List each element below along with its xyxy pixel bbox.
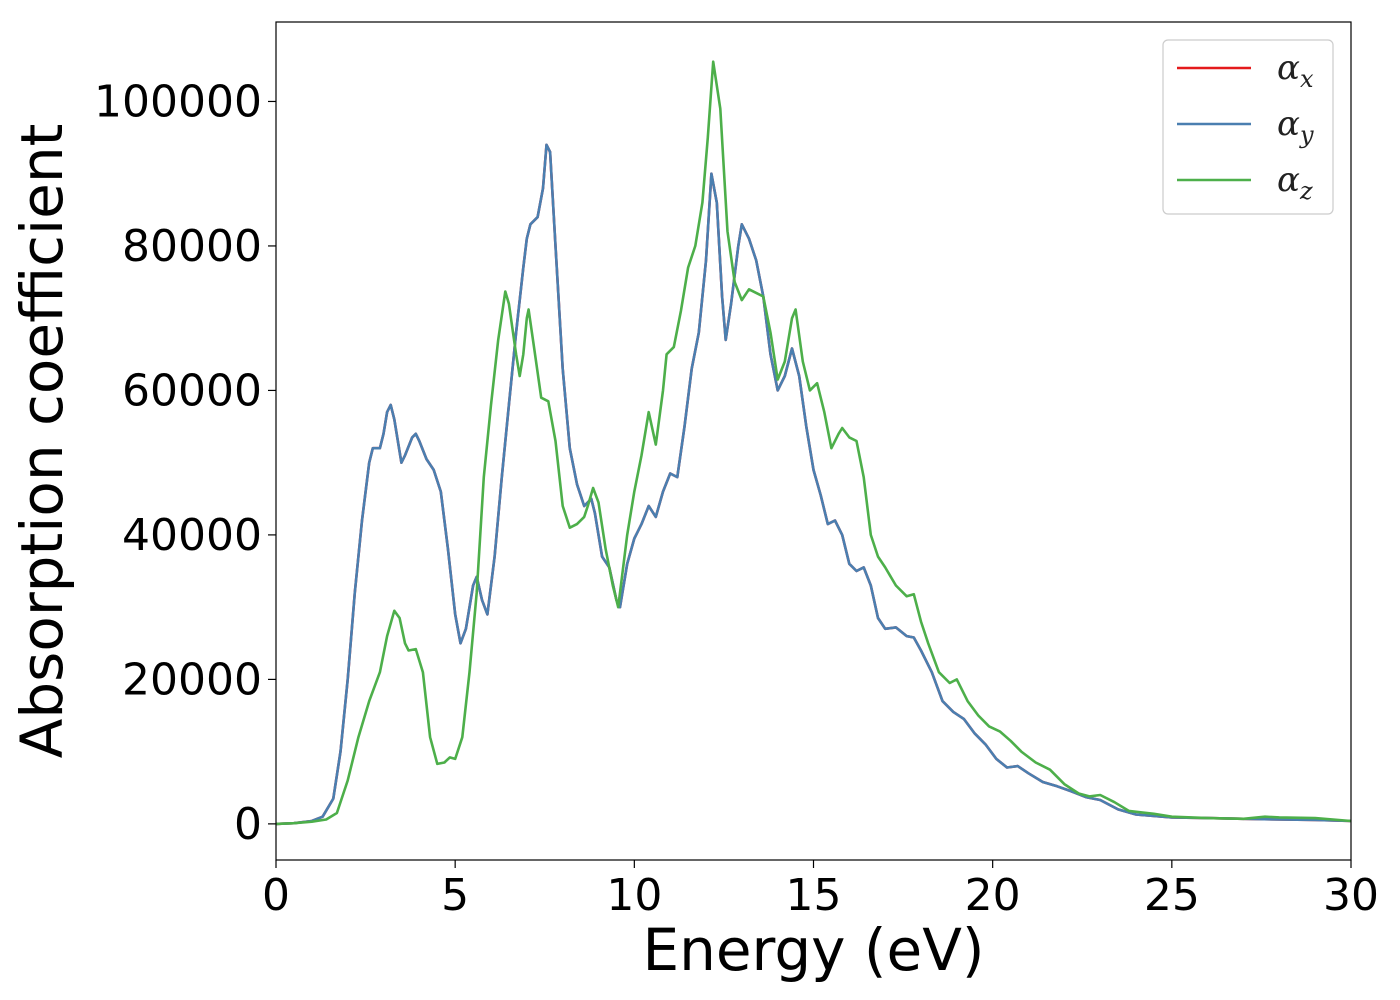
y-tick-label: 0 <box>234 799 262 850</box>
series-line-y <box>276 143 1351 826</box>
x-axis-ticks: 0 5 10 15 20 25 30 <box>262 860 1379 921</box>
legend-label-x: αx <box>1277 48 1314 93</box>
legend-label-y: αy <box>1277 104 1314 149</box>
x-tick-label: 5 <box>441 870 469 921</box>
legend-box <box>1162 39 1334 215</box>
x-tick-label: 0 <box>262 870 290 921</box>
plot-lines <box>276 60 1351 826</box>
x-tick-label: 30 <box>1323 870 1379 921</box>
y-tick-label: 80000 <box>122 221 262 272</box>
x-tick-label: 25 <box>1144 870 1200 921</box>
legend: αx αy αz <box>1162 39 1334 215</box>
y-axis-ticks: 0 20000 40000 60000 80000 100000 <box>94 76 276 850</box>
y-tick-label: 40000 <box>122 510 262 561</box>
x-tick-label: 10 <box>606 870 662 921</box>
x-tick-label: 15 <box>786 870 842 921</box>
y-tick-label: 20000 <box>122 654 262 705</box>
y-tick-label: 60000 <box>122 365 262 416</box>
x-tick-label: 20 <box>965 870 1021 921</box>
series-line-z <box>276 60 1351 826</box>
legend-label-z: αz <box>1277 160 1313 205</box>
y-tick-label: 100000 <box>94 76 262 127</box>
y-axis-title: Absorption coefficient <box>8 124 76 759</box>
x-axis-title: Energy (eV) <box>642 916 984 984</box>
